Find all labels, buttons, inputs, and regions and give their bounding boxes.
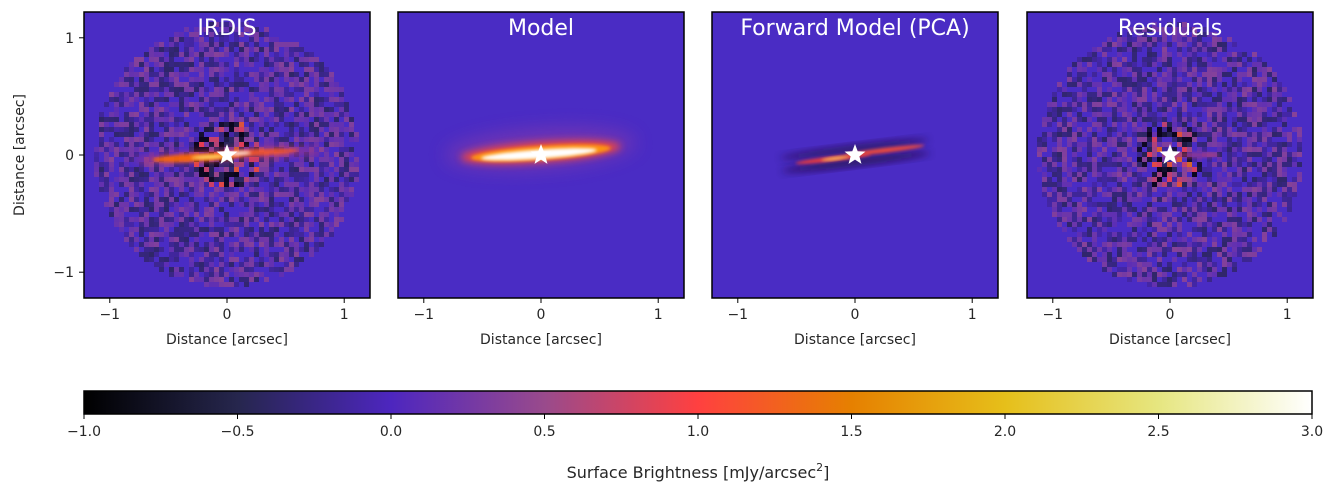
colorbar-gradient (84, 391, 1312, 414)
panel-residual: Residuals −1 0 1 Distance [arcsec] (1026, 11, 1314, 348)
x-tick-label: 0 (1166, 307, 1175, 323)
colorbar-tick-label: 0.5 (533, 424, 555, 440)
x-tick-label: 1 (654, 307, 663, 323)
x-tick-label: −1 (413, 307, 434, 323)
colorbar-tick-label: 1.5 (840, 424, 862, 440)
x-tick-label: 1 (968, 307, 977, 323)
x-tick-label: −1 (1042, 307, 1063, 323)
star-icon (844, 144, 866, 164)
colorbar-tick-label: 3.0 (1301, 424, 1323, 440)
y-tick-label: −1 (53, 265, 74, 281)
y-tick-label: 1 (65, 31, 74, 47)
x-tick-label: −1 (99, 307, 120, 323)
x-tick-label: 0 (223, 307, 232, 323)
y-axis-label: Distance [arcsec] (12, 94, 28, 216)
panel-image (84, 12, 370, 298)
y-tick-label: 0 (65, 148, 74, 164)
x-tick-label: 0 (851, 307, 860, 323)
panel-title: Residuals (1118, 16, 1222, 41)
colorbar: −1.0 −0.5 0.0 0.5 1.0 1.5 2.0 2.5 3.0 Surface Bri… (67, 390, 1323, 482)
x-tick-label: −1 (727, 307, 748, 323)
star-icon (1159, 144, 1181, 164)
panel-model: Model −1 0 1 Distance [arcsec] (397, 11, 685, 348)
x-tick-label: 1 (340, 307, 349, 323)
colorbar-label: Surface Brightness [mJy/arcsec2] (567, 461, 830, 482)
panel-observed: IRDIS −1 0 1 Distance [arcsec] −1 0 1 Distance [… (12, 11, 371, 348)
colorbar-tick-label: 0.0 (380, 424, 402, 440)
x-axis-label: Distance [arcsec] (480, 332, 602, 348)
panel-title: Model (508, 16, 574, 41)
colorbar-tick-label: 2.5 (1147, 424, 1169, 440)
panel-title: Forward Model (PCA) (740, 16, 969, 41)
x-axis-label: Distance [arcsec] (794, 332, 916, 348)
panel-title: IRDIS (197, 16, 256, 41)
x-axis-label: Distance [arcsec] (166, 332, 288, 348)
colorbar-tick-label: −0.5 (221, 424, 255, 440)
panels: IRDIS −1 0 1 Distance [arcsec] −1 0 1 Distance [… (12, 11, 1314, 348)
x-axis-label: Distance [arcsec] (1109, 332, 1231, 348)
colorbar-tick-label: −1.0 (67, 424, 101, 440)
star-icon (216, 144, 238, 164)
panel-forward: Forward Model (PCA) −1 0 1 Distance [arcsec] (711, 11, 999, 348)
x-tick-label: 1 (1283, 307, 1292, 323)
star-icon (530, 144, 552, 164)
x-tick-label: 0 (537, 307, 546, 323)
colorbar-tick-label: 2.0 (994, 424, 1016, 440)
colorbar-tick-label: 1.0 (687, 424, 709, 440)
